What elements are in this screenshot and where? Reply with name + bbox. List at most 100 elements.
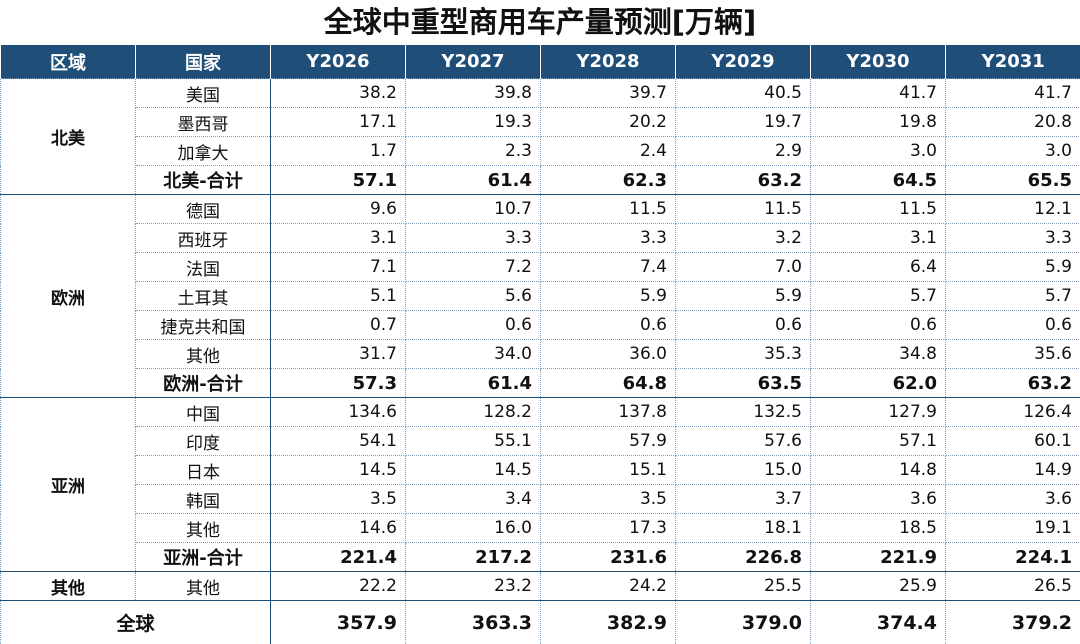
- total-label: 欧洲-合计: [135, 368, 271, 398]
- value-cell: 3.6: [945, 484, 1080, 514]
- value-cell: 11.5: [810, 194, 946, 224]
- value-cell: 0.6: [810, 310, 946, 340]
- country-cell: 捷克共和国: [135, 310, 271, 340]
- data-row: 亚洲 中国 134.6 128.2 137.8 132.5 127.9 126.4: [0, 397, 1080, 572]
- value-cell: 2.3: [405, 136, 541, 166]
- value-cell: 221.4: [270, 542, 406, 572]
- value-cell: 26.5: [945, 571, 1080, 601]
- value-cell: 3.3: [945, 223, 1080, 253]
- value-cell: 55.1: [405, 426, 541, 456]
- data-row: 日本 14.5 14.5 15.1 15.0 14.8 14.9: [1, 455, 1080, 485]
- country-cell: 土耳其: [135, 281, 271, 311]
- value-cell: 41.7: [810, 78, 946, 108]
- value-cell: 57.3: [270, 368, 406, 398]
- value-cell: 19.1: [945, 513, 1080, 543]
- value-cell: 36.0: [540, 339, 676, 369]
- global-row: 全球 357.9 363.3 382.9 379.0 374.4 379.2: [0, 600, 1080, 644]
- value-cell: 62.0: [810, 368, 946, 398]
- value-cell: 0.6: [675, 310, 811, 340]
- global-label: 全球: [0, 600, 271, 644]
- value-cell: 224.1: [945, 542, 1080, 572]
- value-cell: 57.9: [540, 426, 676, 456]
- value-cell: 5.9: [540, 281, 676, 311]
- value-cell: 15.0: [675, 455, 811, 485]
- value-cell: 3.0: [945, 136, 1080, 166]
- region-cell: 其他: [0, 571, 136, 601]
- value-cell: 226.8: [675, 542, 811, 572]
- value-cell: 231.6: [540, 542, 676, 572]
- value-cell: 0.7: [270, 310, 406, 340]
- value-cell: 7.1: [270, 252, 406, 282]
- value-cell: 15.1: [540, 455, 676, 485]
- header-cell: 国家: [135, 45, 271, 79]
- value-cell: 25.5: [675, 571, 811, 601]
- value-cell: 6.4: [810, 252, 946, 282]
- value-cell: 3.1: [270, 223, 406, 253]
- header-row: 区域 国家 Y2026 Y2027 Y2028 Y2029 Y2030 Y2031: [0, 45, 1080, 79]
- value-cell: 126.4: [945, 397, 1080, 427]
- header-cell: Y2026: [270, 45, 406, 79]
- value-cell: 14.5: [405, 455, 541, 485]
- country-cell: 其他: [135, 571, 271, 601]
- value-cell: 2.4: [540, 136, 676, 166]
- value-cell: 7.2: [405, 252, 541, 282]
- value-cell: 39.7: [540, 78, 676, 108]
- data-row: 欧洲 德国 9.6 10.7 11.5 11.5 11.5 12.1: [0, 194, 1080, 398]
- value-cell: 7.4: [540, 252, 676, 282]
- total-label: 北美-合计: [135, 165, 271, 195]
- value-cell: 57.1: [810, 426, 946, 456]
- total-row: 亚洲-合计 221.4 217.2 231.6 226.8 221.9 224.1: [1, 542, 1080, 572]
- country-cell: 加拿大: [135, 136, 271, 166]
- value-cell: 22.2: [270, 571, 406, 601]
- country-cell: 墨西哥: [135, 107, 271, 137]
- value-cell: 3.2: [675, 223, 811, 253]
- value-cell: 0.6: [405, 310, 541, 340]
- country-cell: 中国: [135, 397, 271, 427]
- value-cell: 63.2: [945, 368, 1080, 398]
- value-cell: 3.5: [540, 484, 676, 514]
- value-cell: 16.0: [405, 513, 541, 543]
- value-cell: 14.6: [270, 513, 406, 543]
- value-cell: 54.1: [270, 426, 406, 456]
- value-cell: 379.2: [945, 600, 1080, 644]
- value-cell: 18.1: [675, 513, 811, 543]
- value-cell: 379.0: [675, 600, 811, 644]
- value-cell: 5.9: [945, 252, 1080, 282]
- value-cell: 40.5: [675, 78, 811, 108]
- value-cell: 357.9: [270, 600, 406, 644]
- data-row: 加拿大 1.7 2.3 2.4 2.9 3.0 3.0: [1, 136, 1080, 166]
- header-cell: Y2030: [810, 45, 946, 79]
- value-cell: 127.9: [810, 397, 946, 427]
- value-cell: 19.3: [405, 107, 541, 137]
- country-cell: 其他: [135, 339, 271, 369]
- country-cell: 德国: [135, 194, 271, 224]
- value-cell: 374.4: [810, 600, 946, 644]
- data-row: 北美 美国 38.2 39.8 39.7 40.5 41.7 41.7: [0, 78, 1080, 195]
- header-cell: Y2031: [945, 45, 1080, 79]
- value-cell: 25.9: [810, 571, 946, 601]
- country-cell: 韩国: [135, 484, 271, 514]
- value-cell: 0.6: [540, 310, 676, 340]
- value-cell: 62.3: [540, 165, 676, 195]
- value-cell: 132.5: [675, 397, 811, 427]
- header-cell: Y2029: [675, 45, 811, 79]
- value-cell: 217.2: [405, 542, 541, 572]
- value-cell: 3.3: [540, 223, 676, 253]
- header-cell: Y2027: [405, 45, 541, 79]
- forecast-table: 区域 国家 Y2026 Y2027 Y2028 Y2029 Y2030 Y2031 北美 美国 3…: [0, 45, 1080, 644]
- value-cell: 9.6: [270, 194, 406, 224]
- value-cell: 34.0: [405, 339, 541, 369]
- total-row: 北美-合计 57.1 61.4 62.3 63.2 64.5 65.5: [1, 165, 1080, 195]
- value-cell: 12.1: [945, 194, 1080, 224]
- value-cell: 20.2: [540, 107, 676, 137]
- country-cell: 法国: [135, 252, 271, 282]
- value-cell: 19.8: [810, 107, 946, 137]
- value-cell: 60.1: [945, 426, 1080, 456]
- value-cell: 61.4: [405, 165, 541, 195]
- data-row: 墨西哥 17.1 19.3 20.2 19.7 19.8 20.8: [1, 107, 1080, 137]
- data-row: 其他 31.7 34.0 36.0 35.3 34.8 35.6: [1, 339, 1080, 369]
- value-cell: 7.0: [675, 252, 811, 282]
- value-cell: 57.1: [270, 165, 406, 195]
- value-cell: 61.4: [405, 368, 541, 398]
